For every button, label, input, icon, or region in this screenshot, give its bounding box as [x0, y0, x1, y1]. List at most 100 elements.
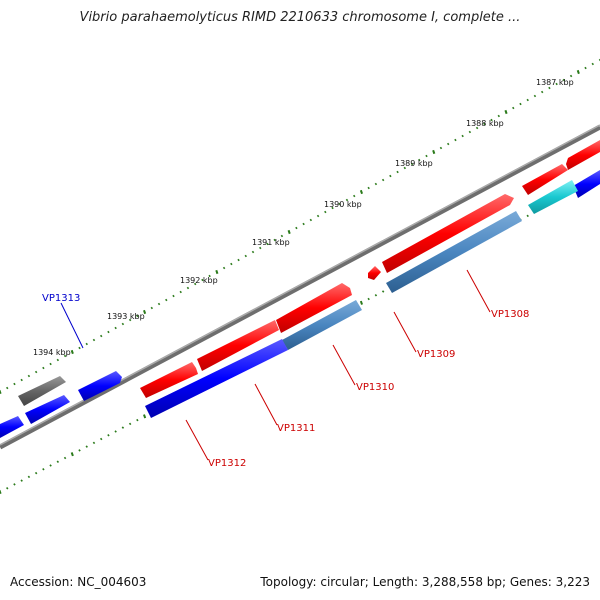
- leader-line-vp1313: [60, 302, 84, 349]
- inner-tick-mark: [136, 418, 139, 422]
- gene-cds-reverse[interactable]: [0, 416, 24, 438]
- gene-cds-reverse[interactable]: [145, 339, 288, 418]
- inner-tick-mark: [13, 483, 16, 486]
- inner-tick-mark: [34, 471, 38, 475]
- gene-feature-gray[interactable]: [18, 376, 66, 406]
- outer-tick-mark: [287, 229, 291, 235]
- outer-tick-mark: [107, 330, 110, 334]
- kbp-label-1391: 1391 kbp: [252, 238, 290, 247]
- outer-tick-mark: [70, 349, 74, 355]
- outer-tick-mark: [157, 302, 161, 306]
- outer-tick-mark: [432, 149, 436, 155]
- outer-tick-mark: [165, 298, 168, 302]
- gene-cds-reverse[interactable]: [78, 371, 122, 401]
- outer-tick-mark: [519, 102, 522, 106]
- outer-tick-mark: [273, 238, 276, 242]
- outer-tick-mark: [215, 269, 219, 275]
- outer-tick-mark: [63, 354, 67, 358]
- gene-feature-cyan[interactable]: [528, 180, 578, 214]
- outer-tick-mark: [6, 386, 9, 390]
- outer-tick-mark: [381, 178, 385, 182]
- outer-tick-mark: [27, 374, 31, 378]
- outer-tick-mark: [403, 166, 407, 170]
- gene-cds-forward[interactable]: [566, 140, 600, 170]
- gene-cds-reverse[interactable]: [573, 170, 600, 198]
- inner-tick-mark: [49, 464, 52, 467]
- outer-tick-mark: [389, 174, 392, 178]
- outer-tick-mark: [468, 130, 472, 134]
- outer-tick-mark: [584, 66, 587, 70]
- inner-tick-mark: [526, 214, 529, 218]
- outer-tick-mark: [237, 258, 240, 262]
- outer-tick-mark: [576, 69, 580, 75]
- outer-tick-mark: [49, 362, 52, 366]
- outer-tick-mark: [548, 86, 551, 90]
- outer-tick-mark: [555, 82, 558, 86]
- inner-tick-mark: [92, 441, 96, 445]
- outer-tick-mark: [128, 318, 132, 322]
- gene-cds-reverse[interactable]: [25, 395, 70, 424]
- outer-tick-mark: [92, 338, 96, 342]
- summary-text: Topology: circular; Length: 3,288,558 bp…: [260, 575, 590, 589]
- outer-tick-mark: [136, 314, 139, 318]
- inner-tick-mark: [381, 290, 385, 293]
- outer-tick-mark: [359, 189, 363, 195]
- outer-tick-mark: [78, 346, 81, 350]
- inner-tick-mark: [63, 456, 67, 460]
- reverse-genes: [0, 170, 600, 438]
- outer-tick-mark: [85, 342, 88, 346]
- outer-tick-mark: [345, 198, 349, 202]
- outer-tick-mark: [295, 226, 298, 230]
- outer-tick-mark: [172, 294, 175, 298]
- outer-tick-mark: [533, 94, 537, 98]
- outer-tick-mark: [42, 366, 45, 370]
- gene-label-vp1311[interactable]: VP1311: [277, 423, 315, 434]
- inner-tick-mark: [359, 300, 363, 305]
- inner-tick-mark: [114, 430, 117, 433]
- inner-tick-mark: [107, 434, 110, 437]
- gene-cds-forward[interactable]: [382, 194, 514, 273]
- outer-tick-mark: [367, 186, 370, 190]
- gene-cds-forward[interactable]: [276, 283, 352, 333]
- kbp-label-1387: 1387 kbp: [536, 78, 574, 87]
- gene-label-vp1309[interactable]: VP1309: [417, 349, 455, 360]
- accession-text: Accession: NC_004603: [10, 575, 147, 589]
- kbp-label-1388: 1388 kbp: [466, 119, 504, 128]
- kbp-label-1390: 1390 kbp: [324, 200, 362, 209]
- outer-tick-mark: [316, 214, 320, 218]
- gene-feature-steel[interactable]: [386, 211, 522, 293]
- inner-tick-mark: [99, 437, 103, 441]
- outer-tick-mark: [201, 278, 204, 282]
- outer-tick-mark: [374, 182, 378, 186]
- outer-tick-mark: [324, 210, 327, 214]
- gene-label-vp1312[interactable]: VP1312: [208, 458, 246, 469]
- kbp-label-1389: 1389 kbp: [395, 159, 433, 168]
- inner-tick-mark: [374, 294, 378, 297]
- outer-tick-mark: [338, 202, 341, 206]
- gene-label-vp1313[interactable]: VP1313: [42, 293, 80, 304]
- gene-label-vp1310[interactable]: VP1310: [356, 382, 394, 393]
- outer-tick-mark: [114, 326, 117, 330]
- outer-tick-mark: [179, 290, 182, 294]
- outer-tick-mark: [483, 122, 486, 126]
- gene-cds-forward[interactable]: [140, 362, 198, 398]
- outer-tick-mark: [121, 322, 125, 326]
- kbp-label-1394: 1394 kbp: [33, 348, 71, 357]
- gene-cds-forward[interactable]: [197, 320, 279, 371]
- leader-line-vp1311: [254, 383, 278, 426]
- map-title: Vibrio parahaemolyticus RIMD 2210633 chr…: [79, 10, 521, 25]
- outer-tick-mark: [331, 206, 334, 210]
- outer-tick-mark: [280, 234, 284, 238]
- leader-line-vp1309: [393, 311, 417, 353]
- leader-line-vp1312: [185, 419, 209, 461]
- gene-feature-steel[interactable]: [282, 300, 362, 350]
- outer-tick-mark: [410, 162, 414, 166]
- outer-tick-mark: [504, 109, 508, 115]
- gene-label-vp1308[interactable]: VP1308: [491, 309, 529, 320]
- gene-cds-forward[interactable]: [522, 164, 568, 195]
- gene-cds-forward[interactable]: [368, 266, 381, 280]
- outer-tick-mark: [569, 74, 573, 78]
- outer-tick-mark: [186, 286, 190, 290]
- outer-tick-mark: [446, 142, 450, 146]
